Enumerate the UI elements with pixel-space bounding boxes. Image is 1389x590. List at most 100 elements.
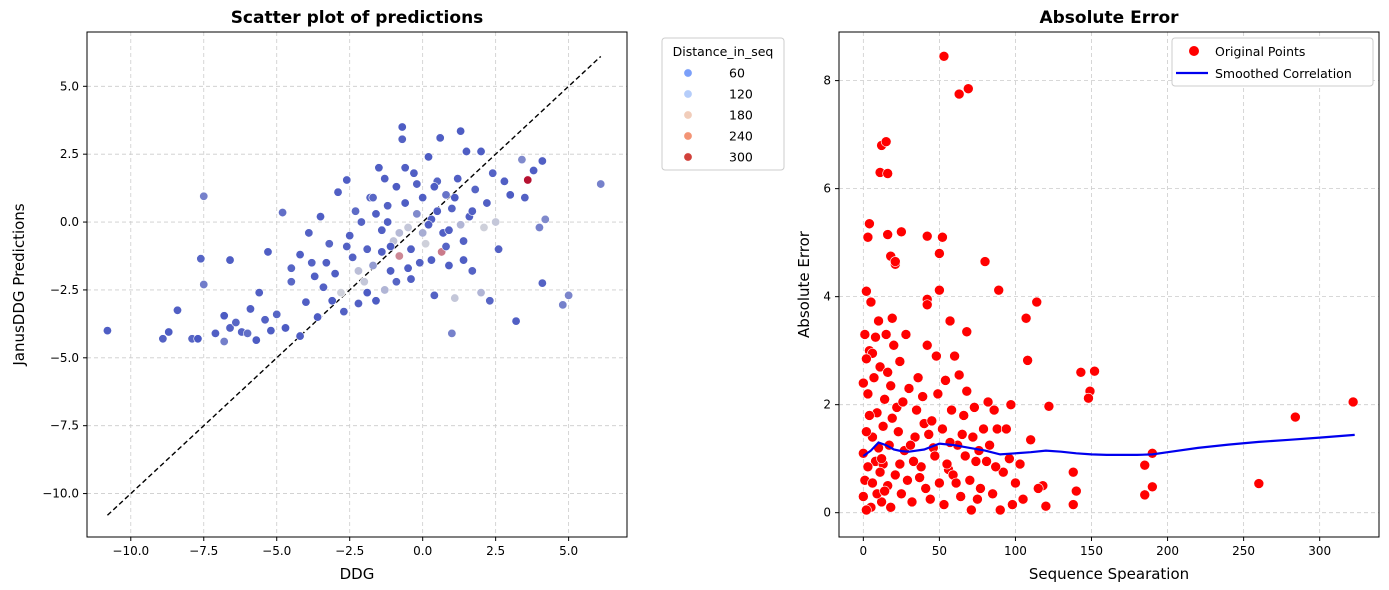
prediction-point: [444, 260, 454, 270]
prediction-point: [394, 228, 404, 238]
prediction-point: [467, 266, 477, 276]
error-point: [1010, 477, 1021, 489]
prediction-point: [488, 168, 498, 178]
c2-y-tick-label: 0: [823, 506, 831, 520]
prediction-point: [441, 241, 451, 251]
error-point: [958, 410, 970, 421]
prediction-point: [362, 244, 372, 254]
prediction-point: [327, 296, 337, 306]
error-point: [984, 439, 995, 451]
error-point: [1253, 478, 1265, 489]
error-point: [956, 429, 968, 440]
error-point: [981, 456, 992, 467]
prediction-point: [429, 182, 439, 192]
error-point: [1347, 396, 1359, 408]
prediction-point: [418, 193, 428, 203]
prediction-point: [540, 214, 550, 224]
legend-marker-300: [683, 152, 693, 162]
prediction-point: [362, 288, 372, 298]
error-point: [885, 501, 897, 513]
prediction-point: [158, 334, 168, 344]
prediction-point: [456, 220, 466, 230]
error-point: [961, 326, 973, 338]
legend-label-original-points: Original Points: [1215, 44, 1305, 59]
error-point: [962, 83, 974, 95]
chart2-points: [858, 51, 1359, 516]
prediction-point: [374, 163, 384, 173]
error-point: [873, 315, 884, 327]
chart2-grid: [839, 32, 1379, 537]
error-point: [950, 477, 962, 489]
error-point: [1004, 453, 1015, 464]
c2-x-tick-label: 0: [860, 544, 868, 558]
prediction-point: [409, 168, 419, 178]
prediction-point: [345, 231, 355, 241]
error-point: [982, 396, 994, 408]
c2-x-tick-label: 200: [1156, 544, 1179, 558]
chart1-legend-items: 60 120 180 240 300: [683, 66, 753, 165]
error-point: [897, 396, 909, 408]
prediction-point: [263, 247, 273, 257]
chart1-x-axis-label: DDG: [340, 565, 375, 583]
error-point: [1139, 459, 1151, 471]
prediction-point: [351, 206, 361, 216]
chart2-legend: Original Points Smoothed Correlation: [1171, 37, 1374, 87]
error-point: [885, 380, 897, 392]
error-point: [940, 375, 951, 386]
c2-y-tick-label: 6: [823, 182, 831, 196]
prediction-point: [316, 212, 326, 222]
error-point: [987, 488, 998, 500]
prediction-point: [333, 187, 343, 197]
prediction-point: [444, 225, 454, 235]
prediction-point: [394, 251, 404, 261]
c1-y-tick-label: 5.0: [60, 79, 79, 93]
legend-label-300: 300: [729, 150, 753, 165]
c2-x-tick-label: 100: [1004, 544, 1027, 558]
error-point: [876, 496, 887, 508]
error-point: [865, 296, 877, 308]
error-point: [879, 393, 890, 405]
prediction-point: [348, 252, 358, 262]
prediction-point: [301, 297, 311, 307]
prediction-point: [295, 250, 305, 260]
error-point: [993, 284, 1005, 296]
error-point: [931, 350, 942, 362]
error-point: [1022, 355, 1033, 366]
prediction-point: [304, 228, 314, 238]
prediction-point: [371, 296, 381, 306]
prediction-point: [339, 307, 349, 317]
error-point: [920, 483, 932, 494]
error-point: [858, 377, 869, 389]
error-point: [921, 339, 933, 351]
error-point: [888, 339, 900, 351]
error-point: [946, 404, 957, 416]
error-point: [886, 412, 898, 424]
prediction-point: [342, 241, 352, 251]
error-point: [1070, 485, 1082, 497]
smoothed-correlation-line: [862, 433, 1355, 457]
chart1-points: [102, 122, 606, 347]
prediction-point: [225, 323, 235, 333]
prediction-point: [219, 337, 229, 347]
legend-label-60: 60: [729, 66, 745, 81]
error-point: [926, 415, 938, 427]
error-point: [1290, 411, 1301, 423]
prediction-point: [418, 228, 428, 238]
chart1-reference-line-group: [106, 55, 602, 516]
prediction-point: [412, 209, 422, 219]
error-point: [1031, 296, 1043, 308]
prediction-point: [231, 318, 241, 328]
c1-x-tick-label: −7.5: [189, 544, 218, 558]
prediction-point: [450, 293, 460, 303]
prediction-point: [280, 323, 290, 333]
prediction-point: [286, 277, 296, 287]
error-point: [934, 284, 945, 296]
error-point: [997, 466, 1009, 478]
prediction-point: [421, 239, 431, 249]
prediction-point: [564, 290, 574, 300]
error-point: [894, 458, 906, 470]
prediction-point: [254, 288, 264, 298]
error-point: [905, 439, 916, 451]
error-point: [1001, 423, 1012, 435]
